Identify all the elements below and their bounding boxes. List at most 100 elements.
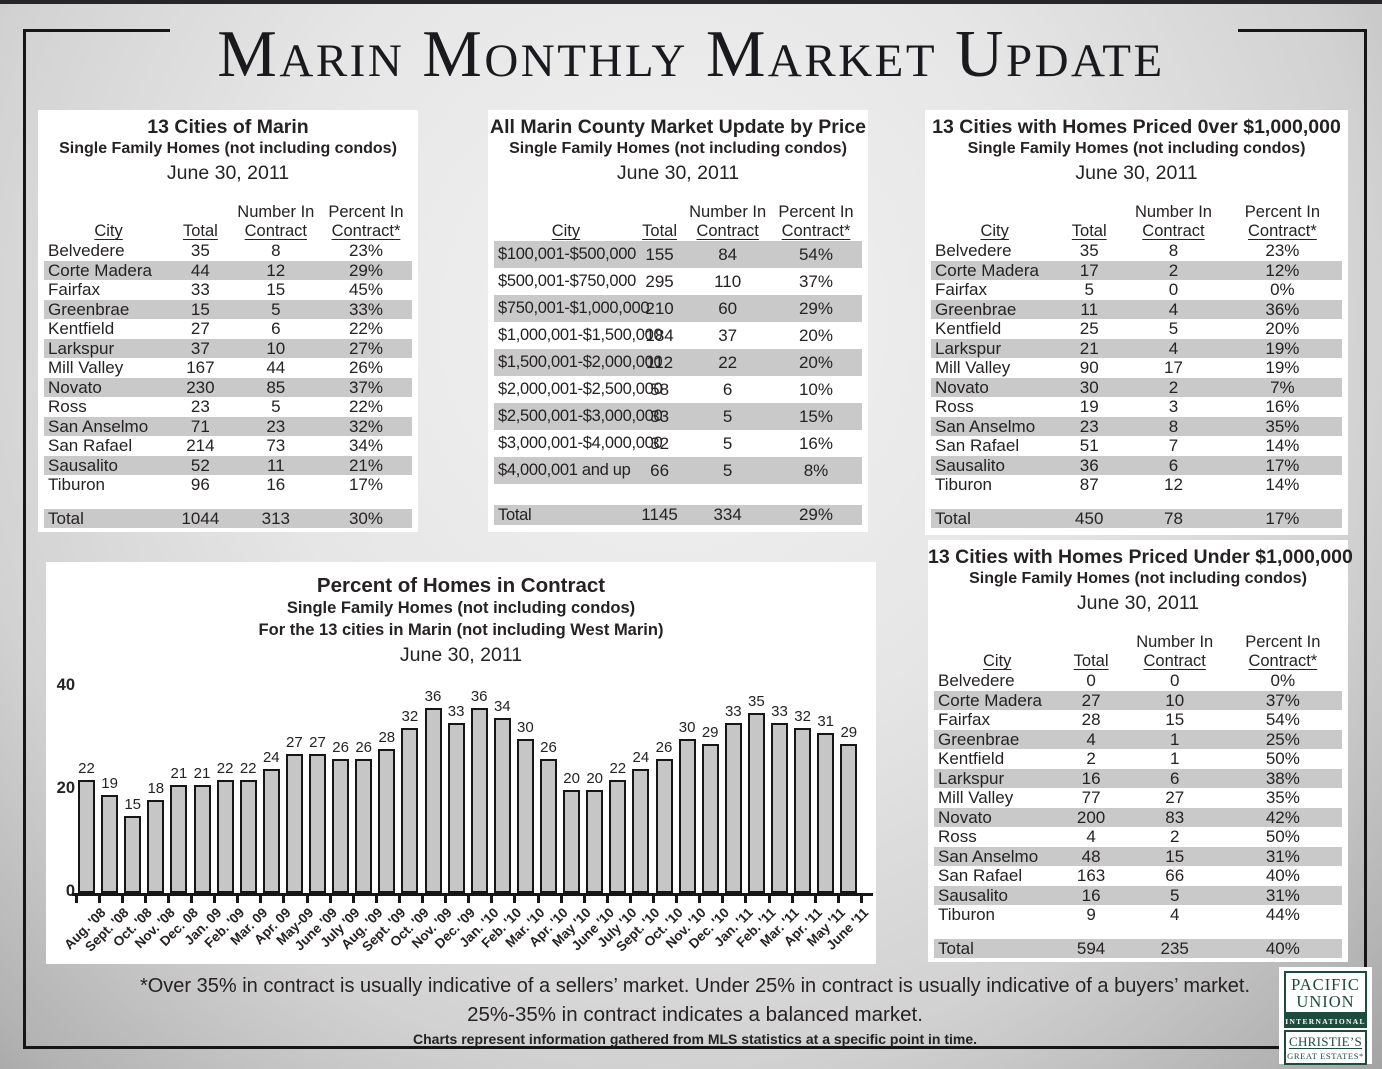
page-frame-border-top-left xyxy=(23,29,170,32)
chart-bar xyxy=(540,759,557,893)
table-subtitle: Single Family Homes (not including condo… xyxy=(969,570,1307,587)
table-title: 13 Cities with Homes Priced Under $1,000… xyxy=(928,546,1353,568)
table-row: $500,001-$750,000 295 110 37% xyxy=(498,271,833,291)
table-row: San Anselmo 48 15 31% xyxy=(934,846,1342,866)
table-date: June 30, 2011 xyxy=(1075,162,1198,184)
col-header-contract: Contract xyxy=(244,222,307,241)
bar-value-label: 18 xyxy=(147,780,165,798)
page-frame-border xyxy=(23,29,1367,1049)
logo-christies-text: CHRISTIE’S xyxy=(1288,1034,1363,1049)
table-row: Greenbrae 11 4 36% xyxy=(931,299,1342,319)
chart-bar xyxy=(216,779,234,893)
x-axis-tick xyxy=(675,896,679,903)
table-row: Sausalito 52 11 21% xyxy=(44,455,412,475)
x-axis-tick xyxy=(213,896,217,903)
x-axis-tick xyxy=(305,896,309,903)
table-total-row: Total 594 235 40% xyxy=(934,938,1342,958)
chart-bar xyxy=(239,779,257,893)
bar-value-label: 26 xyxy=(540,739,557,757)
table-row: Tiburon 87 12 14% xyxy=(935,475,1300,495)
table-row: Greenbrae 4 1 25% xyxy=(934,729,1342,749)
panel-13-cities-of-marin: 13 Cities of Marin Single Family Homes (… xyxy=(38,110,418,532)
col-header-percent-in: Percent In xyxy=(1245,633,1321,652)
table-row: Fairfax 28 15 54% xyxy=(938,710,1300,730)
table-row: Mill Valley 167 44 26% xyxy=(48,358,383,378)
table-row: $750,001-$1,000,000 210 60 29% xyxy=(494,295,862,322)
table-row: Ross 4 2 50% xyxy=(938,827,1300,847)
bar-value-label: 33 xyxy=(771,703,788,721)
x-axis-tick xyxy=(74,896,78,903)
x-axis-tick xyxy=(143,896,147,903)
column-header-row-1: Number In Percent In xyxy=(934,633,1342,652)
table-row: Novato 200 83 42% xyxy=(934,807,1342,827)
table-row: San Rafael 214 73 34% xyxy=(48,436,383,456)
table-row: Tiburon 9 4 44% xyxy=(938,905,1300,925)
bar-value-label: 20 xyxy=(563,770,580,787)
table-spacer-row xyxy=(494,484,862,505)
x-axis-tick xyxy=(282,896,286,903)
bar-value-label: 27 xyxy=(286,733,303,751)
table-row: $4,000,001 and up 66 5 8% xyxy=(494,457,862,484)
chart-bar xyxy=(424,707,442,893)
chart-subtitle-1: Single Family Homes (not including condo… xyxy=(286,599,636,617)
panel-homes-under-1m: 13 Cities with Homes Priced Under $1,000… xyxy=(928,540,1353,962)
col-header-contract: Contract xyxy=(1143,652,1206,671)
chart-bar xyxy=(701,743,719,893)
title-word: MARIN xyxy=(217,17,405,91)
panel-homes-over-1m: 13 Cities with Homes Priced 0ver $1,000,… xyxy=(925,110,1348,535)
x-axis-tick xyxy=(374,896,378,903)
x-axis-tick xyxy=(397,896,401,903)
chart-bar xyxy=(378,748,396,893)
table-date: June 30, 2011 xyxy=(1076,592,1200,614)
x-axis-tick xyxy=(859,896,863,903)
chart-bar xyxy=(840,743,858,893)
chart-bar xyxy=(678,738,696,893)
table-subtitle: Single Family Homes (not including condo… xyxy=(59,140,397,157)
column-header-row-2: City Total Contract Contract* xyxy=(931,222,1342,241)
bar-value-label: 21 xyxy=(170,764,188,782)
table-row: Larkspur 16 6 38% xyxy=(934,768,1342,788)
y-axis-label: 40 xyxy=(56,676,75,694)
data-table-by-price: Number In Percent In City Total Contract Cont… xyxy=(494,203,862,525)
chart-bar xyxy=(724,723,742,893)
col-header-contract-pct: Contract* xyxy=(1248,652,1318,671)
bar-value-label: 19 xyxy=(101,775,118,793)
chart-date: June 30, 2011 xyxy=(399,644,523,666)
table-row: Sausalito 16 5 31% xyxy=(934,885,1342,905)
x-axis-tick xyxy=(559,896,563,903)
chart-bar xyxy=(101,795,119,893)
x-axis-line xyxy=(72,893,873,896)
col-header-contract: Contract xyxy=(1142,222,1205,241)
y-axis-label: 20 xyxy=(56,779,75,797)
chart-bar xyxy=(124,815,142,893)
x-axis-tick xyxy=(628,896,632,903)
bar-value-label: 24 xyxy=(632,749,650,767)
x-axis-tick xyxy=(836,896,840,903)
table-subtitle: Single Family Homes (not including condo… xyxy=(509,140,847,157)
table-row: Belvedere 0 0 0% xyxy=(938,671,1296,691)
chart-bar xyxy=(332,759,350,893)
col-header-number-in: Number In xyxy=(1134,203,1212,222)
footer-note-line-1: *Over 35% in contract is usually indicat… xyxy=(139,975,1251,997)
bar-value-label: 21 xyxy=(193,764,211,782)
x-axis-tick xyxy=(351,896,355,903)
chart-bar xyxy=(609,779,627,893)
chart-bar xyxy=(771,723,788,893)
chart-bar xyxy=(470,707,488,893)
x-axis-tick xyxy=(790,896,794,903)
x-axis-tick xyxy=(120,896,124,903)
chart-bar xyxy=(285,753,303,893)
chart-bar xyxy=(147,800,165,893)
chart-bar xyxy=(401,728,419,893)
table-row: Corte Madera 44 12 29% xyxy=(44,260,412,280)
chart-bar xyxy=(516,738,534,893)
table-row: $100,001-$500,000 155 84 54% xyxy=(494,241,862,268)
x-axis-tick xyxy=(166,896,170,903)
x-axis-tick xyxy=(190,896,193,903)
table-row: Kentfield 25 5 20% xyxy=(935,319,1300,339)
x-axis-tick xyxy=(536,896,540,903)
footer-note-line-3: Charts represent information gathered fr… xyxy=(413,1031,977,1047)
column-header-row-2: City Total Contract Contract* xyxy=(494,222,862,241)
page-title: MARIN MONTHLY MARKET UPDATE xyxy=(0,16,1382,93)
x-axis-tick xyxy=(328,896,332,903)
